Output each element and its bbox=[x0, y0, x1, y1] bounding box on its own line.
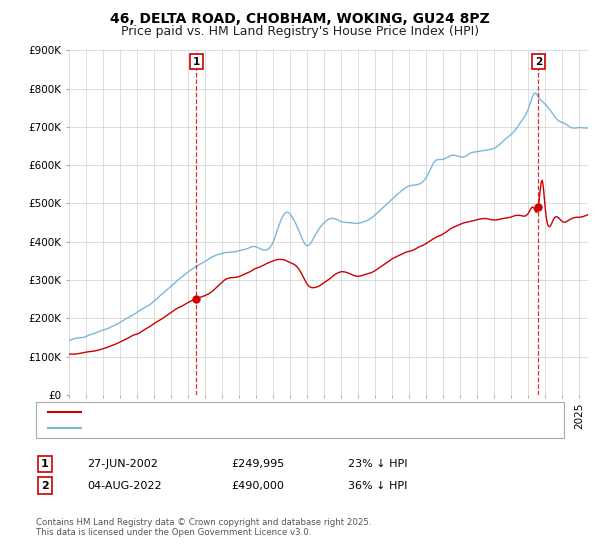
Text: 23% ↓ HPI: 23% ↓ HPI bbox=[348, 459, 407, 469]
Text: 27-JUN-2002: 27-JUN-2002 bbox=[87, 459, 158, 469]
Text: 04-AUG-2022: 04-AUG-2022 bbox=[87, 480, 161, 491]
Text: £490,000: £490,000 bbox=[231, 480, 284, 491]
Text: 46, DELTA ROAD, CHOBHAM, WOKING, GU24 8PZ (detached house): 46, DELTA ROAD, CHOBHAM, WOKING, GU24 8P… bbox=[88, 407, 439, 417]
Text: 1: 1 bbox=[193, 57, 200, 67]
Text: 2: 2 bbox=[41, 480, 49, 491]
Text: Price paid vs. HM Land Registry's House Price Index (HPI): Price paid vs. HM Land Registry's House … bbox=[121, 25, 479, 38]
Text: 2: 2 bbox=[535, 57, 542, 67]
Text: Contains HM Land Registry data © Crown copyright and database right 2025.
This d: Contains HM Land Registry data © Crown c… bbox=[36, 518, 371, 538]
Text: £249,995: £249,995 bbox=[231, 459, 284, 469]
Text: HPI: Average price, detached house, Surrey Heath: HPI: Average price, detached house, Surr… bbox=[88, 423, 350, 433]
Text: 46, DELTA ROAD, CHOBHAM, WOKING, GU24 8PZ: 46, DELTA ROAD, CHOBHAM, WOKING, GU24 8P… bbox=[110, 12, 490, 26]
Text: 36% ↓ HPI: 36% ↓ HPI bbox=[348, 480, 407, 491]
Text: 1: 1 bbox=[41, 459, 49, 469]
